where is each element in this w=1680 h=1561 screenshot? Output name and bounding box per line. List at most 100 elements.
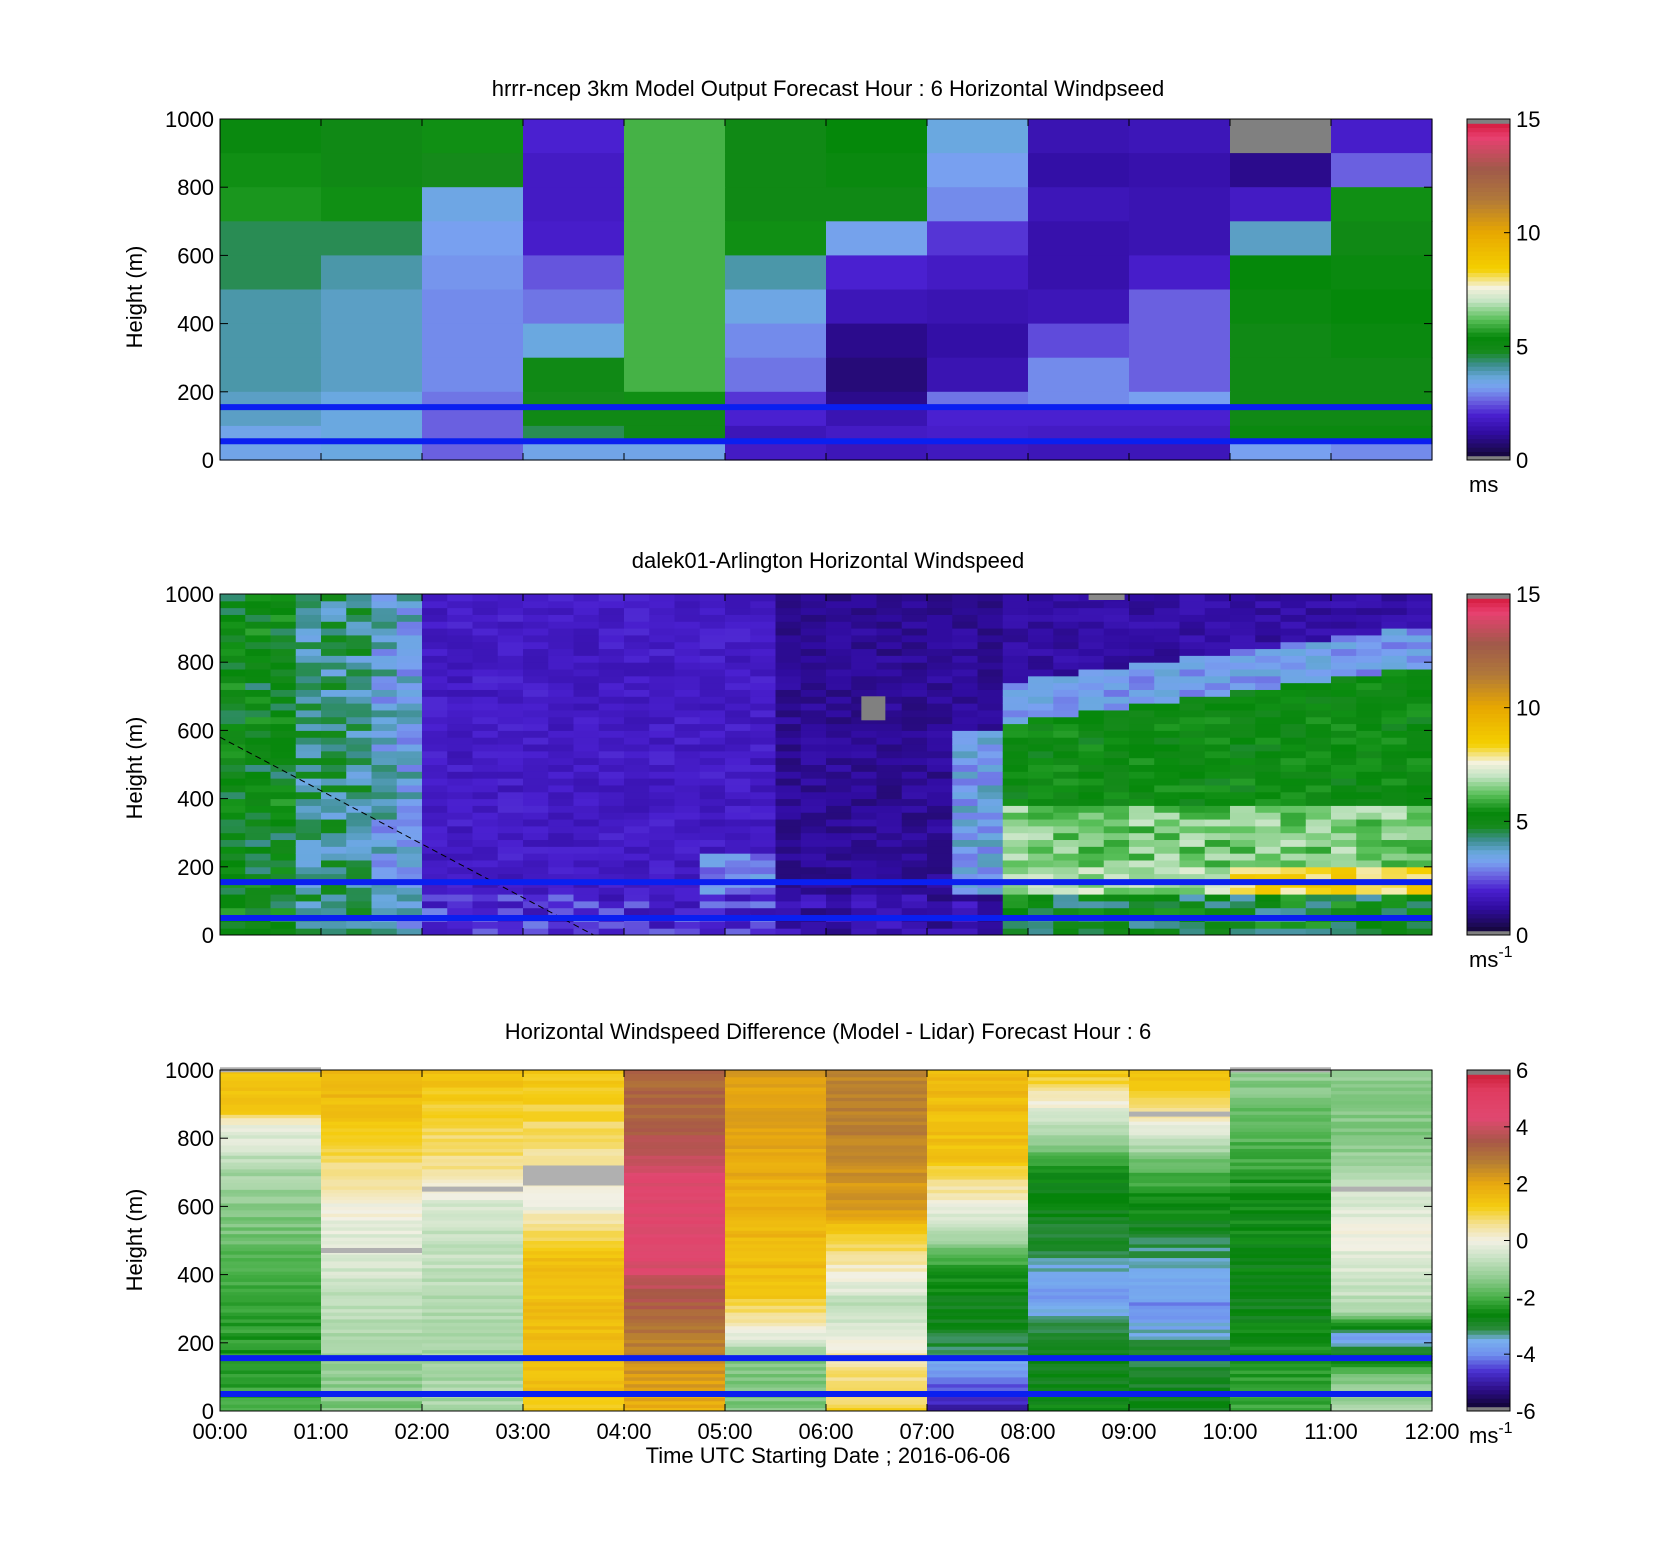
diff-cell bbox=[826, 1209, 928, 1214]
lidar-cell bbox=[1230, 819, 1256, 827]
diff-cell bbox=[523, 1185, 625, 1190]
lidar-cell bbox=[725, 832, 751, 841]
lidar-cell bbox=[649, 750, 675, 759]
lidar-cell bbox=[1103, 757, 1130, 765]
lidar-cell bbox=[220, 757, 246, 765]
diff-cell bbox=[1129, 1131, 1231, 1136]
lidar-cell bbox=[1204, 675, 1231, 684]
diff-cell bbox=[1331, 1298, 1433, 1303]
lidar-cell bbox=[826, 675, 852, 684]
lidar-cell bbox=[321, 757, 347, 765]
diff-cell bbox=[1331, 1127, 1433, 1132]
lidar-cell bbox=[422, 873, 448, 881]
diff-cell bbox=[927, 1145, 1029, 1149]
colorbar-segment bbox=[1467, 1257, 1510, 1263]
heatmap-cell bbox=[1230, 153, 1332, 188]
lidar-cell bbox=[649, 737, 675, 745]
lidar-cell bbox=[321, 662, 347, 670]
lidar-cell bbox=[901, 723, 928, 731]
lidar-cell bbox=[497, 621, 524, 629]
lidar-cell bbox=[1356, 696, 1382, 704]
lidar-cell bbox=[977, 723, 1004, 731]
diff-cell bbox=[826, 1237, 928, 1241]
diff-cell bbox=[1129, 1141, 1231, 1146]
lidar-cell bbox=[548, 853, 574, 861]
lidar-cell bbox=[1381, 839, 1408, 847]
diff-cell bbox=[220, 1305, 322, 1310]
diff-cell bbox=[1331, 1250, 1433, 1255]
heatmap-cell bbox=[1331, 289, 1433, 325]
lidar-cell bbox=[927, 764, 953, 772]
lidar-cell bbox=[1028, 709, 1054, 718]
lidar-cell bbox=[927, 594, 953, 602]
lidar-cell bbox=[649, 757, 675, 765]
lidar-cell bbox=[1204, 594, 1231, 602]
colorbar-segment bbox=[1467, 1389, 1510, 1395]
lidar-cell bbox=[1078, 655, 1105, 663]
diff-cell bbox=[826, 1083, 928, 1088]
diff-cell bbox=[826, 1158, 928, 1163]
diff-cell bbox=[220, 1104, 322, 1109]
lidar-cell bbox=[1103, 764, 1130, 772]
diff-cell bbox=[927, 1100, 1029, 1105]
lidar-cell bbox=[826, 812, 852, 820]
lidar-cell bbox=[472, 723, 499, 731]
colorbar-segment bbox=[1467, 726, 1510, 731]
lidar-cell bbox=[1028, 628, 1054, 636]
colorbar-segment bbox=[1467, 866, 1510, 872]
lidar-cell bbox=[422, 832, 448, 841]
lidar-cell bbox=[1331, 669, 1357, 677]
lidar-cell bbox=[1103, 607, 1130, 615]
lidar-cell bbox=[699, 778, 726, 786]
lidar-cell bbox=[422, 621, 448, 629]
diff-cell bbox=[1129, 1284, 1231, 1289]
lidar-cell bbox=[826, 887, 852, 895]
lidar-cell bbox=[725, 730, 751, 738]
lidar-cell bbox=[422, 791, 448, 800]
diff-cell bbox=[422, 1387, 524, 1392]
lidar-cell bbox=[396, 621, 423, 629]
lidar-cell bbox=[1255, 757, 1281, 765]
lidar-cell bbox=[422, 866, 448, 875]
diff-cell bbox=[1129, 1134, 1231, 1139]
diff-cell bbox=[1129, 1220, 1231, 1224]
lidar-cell bbox=[396, 757, 423, 765]
diff-cell bbox=[220, 1182, 322, 1187]
diff-cell bbox=[422, 1087, 524, 1091]
colorbar-segment bbox=[1467, 361, 1510, 367]
diff-cell bbox=[1129, 1083, 1231, 1088]
lidar-cell bbox=[800, 866, 827, 875]
lidar-cell bbox=[1381, 928, 1408, 936]
diff-cell bbox=[927, 1335, 1029, 1340]
lidar-cell bbox=[573, 723, 600, 731]
lidar-cell bbox=[876, 689, 903, 697]
diff-cell bbox=[725, 1298, 827, 1303]
lidar-cell bbox=[800, 812, 827, 820]
lidar-cell bbox=[952, 600, 978, 609]
lidar-cell bbox=[952, 628, 978, 636]
lidar-cell bbox=[977, 628, 1004, 636]
lidar-cell bbox=[346, 812, 372, 820]
diff-cell bbox=[1028, 1325, 1130, 1330]
diff-cell bbox=[1331, 1151, 1433, 1156]
diff-cell bbox=[1028, 1250, 1130, 1255]
lidar-cell bbox=[901, 675, 928, 684]
diff-cell bbox=[321, 1257, 423, 1262]
lidar-cell bbox=[674, 873, 701, 881]
lidar-cell bbox=[826, 798, 852, 806]
lidar-cell bbox=[245, 819, 271, 827]
diff-cell bbox=[725, 1192, 827, 1197]
lidar-cell bbox=[1331, 805, 1357, 813]
lidar-cell bbox=[573, 648, 600, 656]
diff-cell bbox=[927, 1278, 1029, 1282]
lidar-cell bbox=[775, 873, 802, 881]
diff-cell bbox=[1331, 1233, 1433, 1238]
lidar-cell bbox=[1406, 805, 1433, 813]
lidar-cell bbox=[1280, 750, 1307, 759]
lidar-cell bbox=[548, 682, 574, 690]
lidar-cell bbox=[447, 709, 473, 718]
diff-cell bbox=[220, 1243, 322, 1248]
lidar-cell bbox=[295, 784, 322, 793]
lidar-cell bbox=[826, 634, 852, 643]
lidar-cell bbox=[876, 887, 903, 895]
